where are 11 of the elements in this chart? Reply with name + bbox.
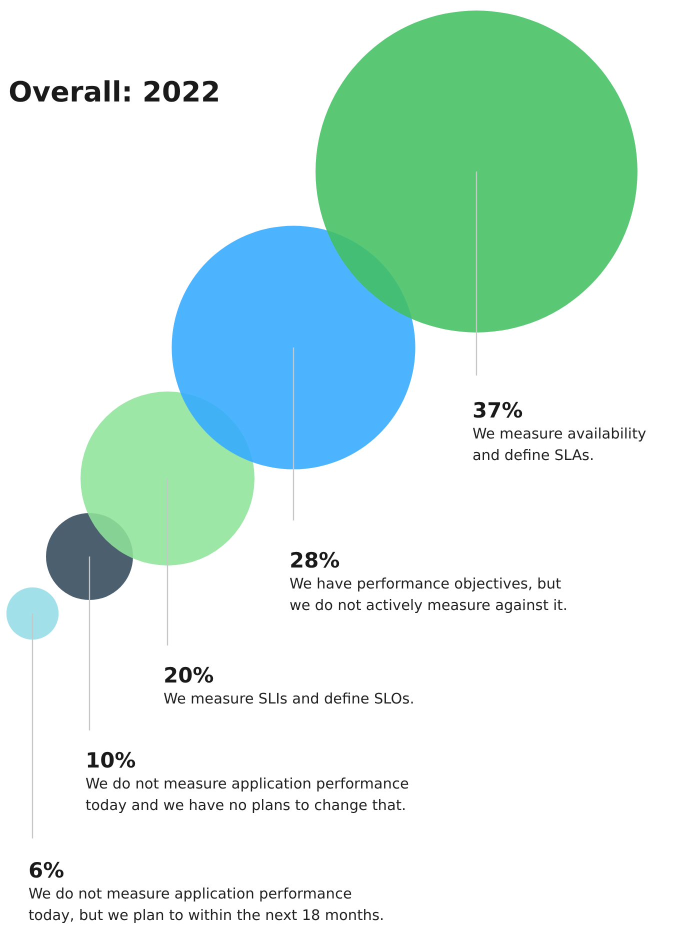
data-label: 20% [164, 664, 214, 688]
category-label: We do not measure application performance today and we have no plans to change that. [86, 776, 409, 814]
category-label: We measure SLIs and define SLOs. [164, 692, 414, 708]
data-label: 6% [28, 858, 64, 882]
text: Overall: 2022 [8, 76, 220, 108]
category-label: We have performance objectives, but we do not actively measure against it. [290, 576, 568, 614]
data-label: 10% [86, 748, 136, 772]
data-label: 37% [472, 398, 523, 422]
category-label: We do not measure application performance today, but we plan to within the next 18 months. [28, 886, 384, 924]
category-label: We measure availability and define SLAs. [472, 426, 647, 464]
data-label: 28% [290, 548, 340, 572]
